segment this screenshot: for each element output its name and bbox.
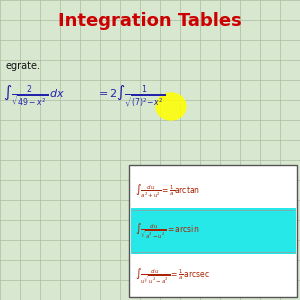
Text: $\int \frac{du}{u\sqrt{u^2-a^2}} = \frac{1}{a}\,\mathrm{arcsec}$: $\int \frac{du}{u\sqrt{u^2-a^2}} = \frac… [135,267,210,286]
Text: $\int \frac{du}{a^2+u^2} = \frac{1}{a}\arctan$: $\int \frac{du}{a^2+u^2} = \frac{1}{a}\a… [135,182,200,200]
FancyBboxPatch shape [130,208,296,254]
Text: egrate.: egrate. [6,61,41,71]
Ellipse shape [156,93,186,120]
Text: $\int \frac{2}{\sqrt{49-x^2}}\,dx$: $\int \frac{2}{\sqrt{49-x^2}}\,dx$ [3,83,65,109]
Text: $\int \frac{du}{\sqrt{a^2-u^2}} = \arcsin$: $\int \frac{du}{\sqrt{a^2-u^2}} = \arcsi… [135,221,199,241]
FancyBboxPatch shape [129,165,297,297]
Text: Integration Tables: Integration Tables [58,12,242,30]
Text: $= 2\int \frac{1}{\sqrt{(7)^2\!-\!x^2}}$: $= 2\int \frac{1}{\sqrt{(7)^2\!-\!x^2}}$ [96,83,165,109]
